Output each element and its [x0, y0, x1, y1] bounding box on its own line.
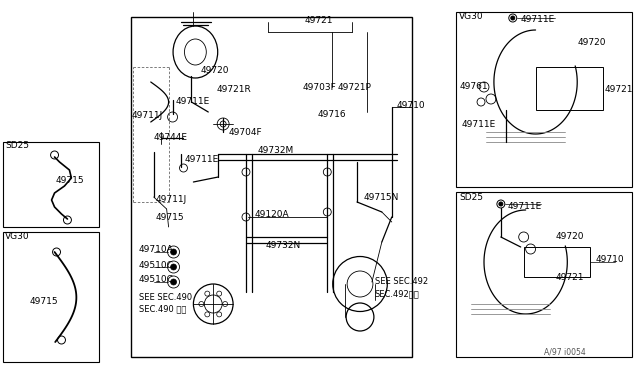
Text: 49703F: 49703F	[303, 83, 336, 92]
Text: 49711E: 49711E	[521, 15, 555, 23]
Text: 49721: 49721	[556, 273, 584, 282]
Text: 49711E: 49711E	[184, 154, 219, 164]
Text: SEC.490 参照: SEC.490 参照	[139, 305, 186, 314]
Text: 49704F: 49704F	[228, 128, 262, 137]
Text: SEE SEC.492: SEE SEC.492	[375, 278, 428, 286]
Text: A/97 i0054: A/97 i0054	[543, 347, 585, 356]
Text: 49510C: 49510C	[139, 276, 173, 285]
Text: 49710A: 49710A	[139, 246, 173, 254]
Text: VG30: VG30	[460, 12, 484, 20]
Text: 49715: 49715	[56, 176, 84, 185]
Text: 49721P: 49721P	[337, 83, 371, 92]
Text: SD25: SD25	[460, 192, 483, 202]
Text: 49744E: 49744E	[154, 132, 188, 141]
Text: 49711J: 49711J	[132, 110, 163, 119]
Circle shape	[171, 249, 177, 255]
Text: 49761: 49761	[460, 81, 488, 90]
Circle shape	[171, 279, 177, 285]
Text: 49715: 49715	[156, 212, 184, 221]
Text: 49720: 49720	[200, 65, 229, 74]
Text: 49711E: 49711E	[175, 96, 210, 106]
Text: 49120A: 49120A	[255, 209, 289, 218]
Text: 49720: 49720	[556, 231, 584, 241]
Text: SEE SEC.490: SEE SEC.490	[139, 292, 192, 301]
Circle shape	[499, 202, 503, 206]
Text: SEC.492参照: SEC.492参照	[375, 289, 420, 298]
Text: 49721: 49721	[605, 84, 634, 93]
Text: 49711E: 49711E	[508, 202, 542, 211]
Text: 49721R: 49721R	[216, 84, 251, 93]
Circle shape	[171, 264, 177, 270]
Text: 49710: 49710	[595, 256, 624, 264]
Text: 49711J: 49711J	[156, 195, 187, 203]
Text: SD25: SD25	[5, 141, 29, 150]
Text: 49732N: 49732N	[266, 241, 301, 250]
Text: 49720: 49720	[577, 38, 605, 46]
Text: 49710: 49710	[397, 100, 426, 109]
Text: 49716: 49716	[317, 109, 346, 119]
Text: 49732M: 49732M	[258, 145, 294, 154]
Text: 49715N: 49715N	[364, 192, 399, 202]
Circle shape	[511, 16, 515, 20]
Text: VG30: VG30	[5, 231, 29, 241]
Text: 49711E: 49711E	[461, 119, 495, 128]
Text: 49715: 49715	[29, 298, 58, 307]
Text: 49510C: 49510C	[139, 260, 173, 269]
Text: 49721: 49721	[305, 16, 333, 25]
